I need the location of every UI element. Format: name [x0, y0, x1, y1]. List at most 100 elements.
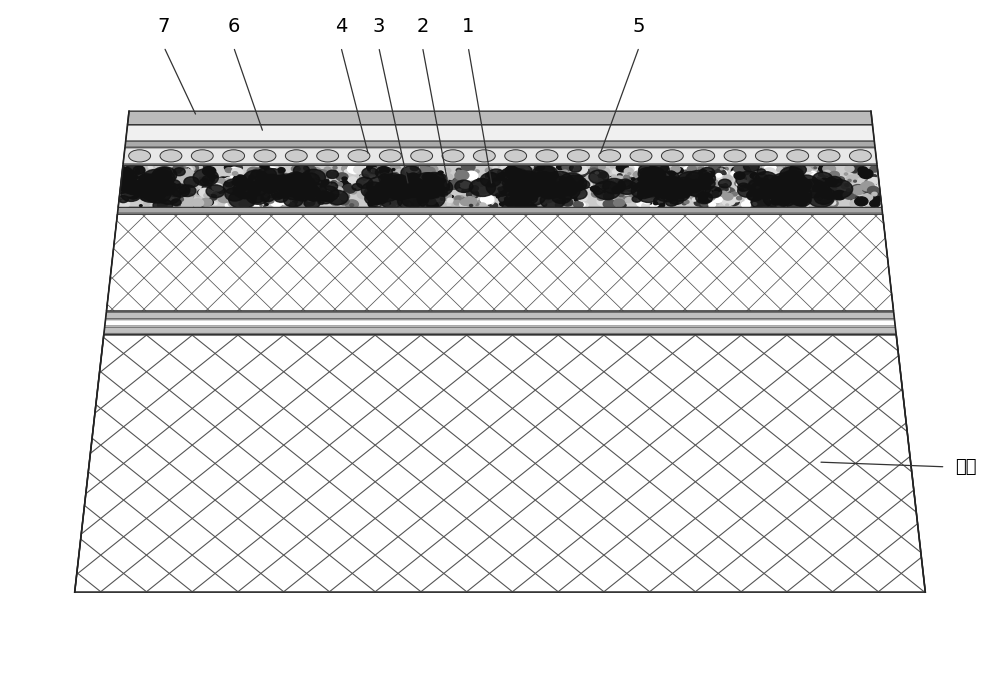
Circle shape: [345, 200, 358, 209]
Circle shape: [567, 183, 577, 189]
Circle shape: [689, 167, 694, 169]
Circle shape: [271, 184, 282, 192]
Circle shape: [535, 170, 544, 176]
Circle shape: [766, 172, 774, 178]
Circle shape: [775, 181, 778, 184]
Circle shape: [487, 169, 505, 181]
Circle shape: [494, 166, 497, 169]
Circle shape: [535, 164, 544, 171]
Circle shape: [823, 197, 831, 203]
Circle shape: [586, 174, 598, 182]
Circle shape: [603, 191, 606, 192]
Circle shape: [147, 167, 155, 173]
Circle shape: [537, 197, 543, 201]
Circle shape: [407, 191, 409, 193]
Circle shape: [868, 186, 879, 194]
Circle shape: [536, 165, 544, 171]
Circle shape: [455, 171, 469, 180]
Circle shape: [646, 169, 665, 182]
Circle shape: [532, 165, 558, 182]
Circle shape: [266, 171, 272, 176]
Circle shape: [264, 182, 279, 192]
Circle shape: [238, 192, 247, 198]
Circle shape: [173, 171, 177, 174]
Circle shape: [481, 195, 494, 204]
Text: 地基: 地基: [955, 458, 977, 476]
Circle shape: [689, 193, 699, 199]
Circle shape: [422, 173, 435, 182]
Circle shape: [814, 176, 816, 178]
Circle shape: [841, 183, 849, 189]
Circle shape: [121, 181, 131, 189]
Circle shape: [656, 178, 661, 181]
Circle shape: [563, 185, 576, 194]
Circle shape: [395, 177, 416, 191]
Circle shape: [769, 189, 773, 192]
Circle shape: [306, 196, 312, 200]
Circle shape: [532, 186, 546, 196]
Circle shape: [889, 171, 892, 173]
Circle shape: [726, 204, 729, 206]
Circle shape: [459, 180, 472, 188]
Circle shape: [481, 200, 486, 204]
Circle shape: [151, 170, 175, 186]
Circle shape: [246, 182, 259, 191]
Circle shape: [199, 189, 211, 197]
Circle shape: [521, 189, 545, 206]
Circle shape: [660, 196, 664, 198]
Circle shape: [607, 197, 609, 199]
Circle shape: [786, 176, 803, 188]
Circle shape: [498, 181, 506, 186]
Circle shape: [88, 187, 95, 193]
Circle shape: [243, 180, 249, 184]
Circle shape: [280, 198, 289, 205]
Circle shape: [628, 166, 631, 168]
Circle shape: [382, 176, 406, 193]
Circle shape: [253, 194, 257, 197]
Circle shape: [357, 190, 370, 199]
Circle shape: [372, 169, 375, 170]
Circle shape: [410, 165, 419, 171]
Circle shape: [883, 184, 895, 192]
Circle shape: [266, 167, 277, 175]
Circle shape: [784, 188, 799, 199]
Circle shape: [105, 170, 111, 174]
Circle shape: [627, 191, 641, 199]
Circle shape: [388, 184, 412, 200]
Circle shape: [411, 180, 420, 186]
Circle shape: [734, 172, 745, 180]
Circle shape: [509, 186, 532, 201]
Circle shape: [444, 173, 449, 177]
Circle shape: [661, 176, 668, 180]
Circle shape: [668, 187, 674, 191]
Circle shape: [203, 165, 209, 169]
Circle shape: [372, 168, 378, 172]
Circle shape: [494, 189, 500, 193]
Circle shape: [536, 182, 553, 193]
Circle shape: [386, 189, 400, 198]
Circle shape: [558, 179, 565, 184]
Circle shape: [674, 168, 682, 173]
Circle shape: [406, 181, 417, 188]
Circle shape: [701, 201, 708, 206]
Circle shape: [793, 190, 807, 199]
Circle shape: [316, 171, 324, 177]
Circle shape: [233, 180, 260, 199]
Circle shape: [93, 182, 98, 185]
Circle shape: [265, 169, 278, 178]
Circle shape: [614, 199, 625, 207]
Circle shape: [471, 188, 476, 191]
Circle shape: [502, 179, 513, 186]
Circle shape: [607, 189, 615, 194]
Circle shape: [511, 189, 522, 197]
Circle shape: [243, 174, 254, 182]
Circle shape: [654, 197, 665, 204]
Circle shape: [509, 178, 511, 180]
Circle shape: [578, 188, 582, 191]
Circle shape: [643, 177, 649, 182]
Circle shape: [657, 172, 667, 179]
Circle shape: [648, 195, 661, 204]
Circle shape: [251, 194, 264, 203]
Circle shape: [627, 165, 638, 173]
Circle shape: [787, 201, 797, 208]
